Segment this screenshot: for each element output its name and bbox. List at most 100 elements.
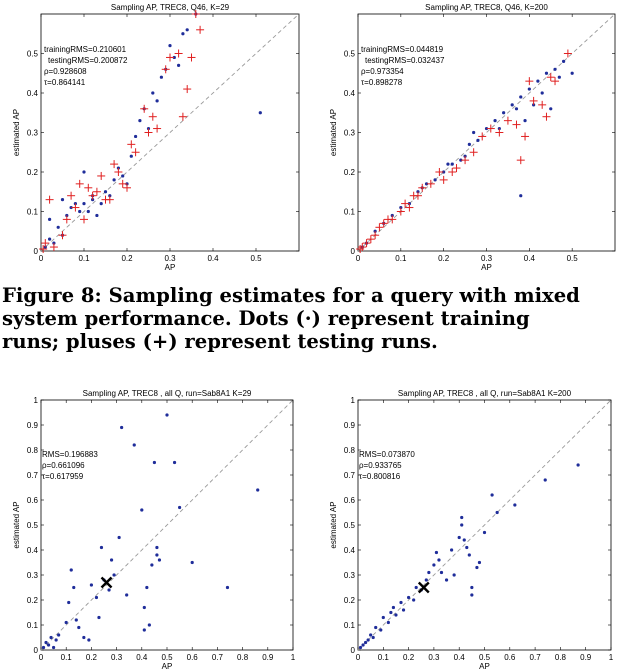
x-tick-label: 0 [39, 653, 44, 662]
x-tick-label: 0.9 [580, 653, 592, 662]
diagonal-reference-line [40, 399, 294, 651]
training-point [414, 585, 418, 590]
training-point [129, 154, 133, 158]
training-point [72, 585, 76, 590]
training-point [46, 643, 51, 647]
y-tick-label: 0.3 [27, 571, 39, 580]
testing-point [525, 77, 534, 86]
scatter-plot-q46-k29: 0 0.1 0.2 0.3 0.4 0.5 0 0.1 0.2 0.3 0.4 0.5 Sampling… [0, 0, 310, 285]
testing-point [426, 179, 435, 188]
x-axis-label: AP [165, 263, 176, 272]
training-point [361, 643, 365, 647]
y-tick-label: 0.2 [344, 168, 356, 177]
training-point [452, 573, 456, 577]
y-tick-label: 0 [34, 646, 39, 655]
training-point [536, 79, 540, 83]
training-point [576, 463, 580, 467]
x-tick-label: 0.6 [187, 653, 199, 662]
training-point [519, 194, 523, 198]
training-point [379, 628, 383, 632]
x-axis-label: AP [162, 662, 173, 669]
testing-point [62, 215, 71, 224]
testing-point [512, 120, 521, 129]
training-point [389, 610, 393, 615]
training-point [527, 87, 531, 91]
diagonal-reference-line [40, 13, 300, 252]
testing-point [144, 128, 153, 137]
training-point [442, 170, 446, 174]
training-point [178, 505, 182, 510]
y-tick-label: 0.1 [344, 621, 356, 630]
testing-point [358, 243, 367, 252]
testing-point [551, 77, 560, 86]
stats-annotation: τ=0.898278 [361, 78, 403, 87]
training-point [117, 535, 121, 540]
training-point [103, 190, 108, 194]
training-point [157, 558, 162, 562]
training-point [44, 640, 48, 645]
y-tick-label: 0.4 [27, 546, 39, 555]
y-tick-label: 1 [351, 396, 356, 405]
training-point [477, 560, 482, 565]
training-point [82, 635, 86, 640]
y-axis-label: estimated AP [329, 501, 338, 548]
training-point [258, 111, 262, 115]
x-tick-label: 0.8 [555, 653, 567, 662]
training-point [549, 107, 553, 111]
testing-point [538, 100, 547, 109]
stats-annotation: ρ=0.661096 [42, 461, 85, 470]
testing-point [191, 10, 200, 18]
training-point [172, 460, 177, 465]
training-point [109, 558, 114, 562]
x-tick-label: 0.3 [481, 254, 493, 263]
testing-point [67, 191, 76, 200]
mean-x-marker [100, 576, 113, 589]
testing-point [183, 85, 192, 94]
y-tick-label: 0.6 [27, 496, 39, 505]
training-point [132, 443, 136, 447]
testing-point [469, 148, 478, 157]
stats-annotation: testingRMS=0.032437 [365, 56, 445, 65]
testing-point [461, 156, 470, 165]
testing-point [153, 124, 162, 133]
testing-point [110, 160, 119, 169]
y-tick-label: 1 [34, 396, 39, 405]
testing-point [131, 148, 140, 157]
training-point [363, 640, 368, 645]
testing-point [439, 175, 448, 184]
training-point [112, 178, 116, 182]
y-tick-label: 0.2 [27, 168, 39, 177]
y-axis-label: estimated AP [12, 109, 21, 156]
training-point [181, 32, 185, 36]
training-point [433, 178, 437, 182]
training-point [467, 142, 471, 146]
training-point [82, 170, 86, 174]
training-point [107, 588, 111, 592]
training-point [87, 638, 91, 642]
training-point [94, 595, 99, 600]
training-point [99, 545, 104, 550]
testing-point [127, 140, 136, 149]
testing-point [41, 239, 50, 248]
training-point [475, 565, 479, 570]
testing-point [140, 104, 149, 113]
stats-annotation: RMS=0.073870 [359, 450, 415, 459]
training-point [60, 198, 65, 202]
training-point [381, 615, 385, 620]
training-point [159, 75, 163, 79]
testing-point [521, 132, 530, 141]
y-tick-label: 0.2 [27, 596, 39, 605]
x-axis-label: AP [481, 263, 492, 272]
figure-8-caption: Figure 8: Sampling estimates for a query… [2, 284, 618, 353]
x-tick-label: 0.9 [262, 653, 274, 662]
training-point [120, 425, 124, 430]
training-point [78, 209, 82, 214]
x-tick-label: 0.1 [78, 254, 90, 263]
testing-point [418, 183, 427, 192]
testing-point [396, 207, 405, 216]
testing-point [495, 128, 504, 137]
testing-point [118, 179, 127, 188]
training-point [439, 570, 444, 575]
y-tick-label: 0.7 [344, 471, 356, 480]
x-tick-label: 1 [291, 653, 296, 662]
